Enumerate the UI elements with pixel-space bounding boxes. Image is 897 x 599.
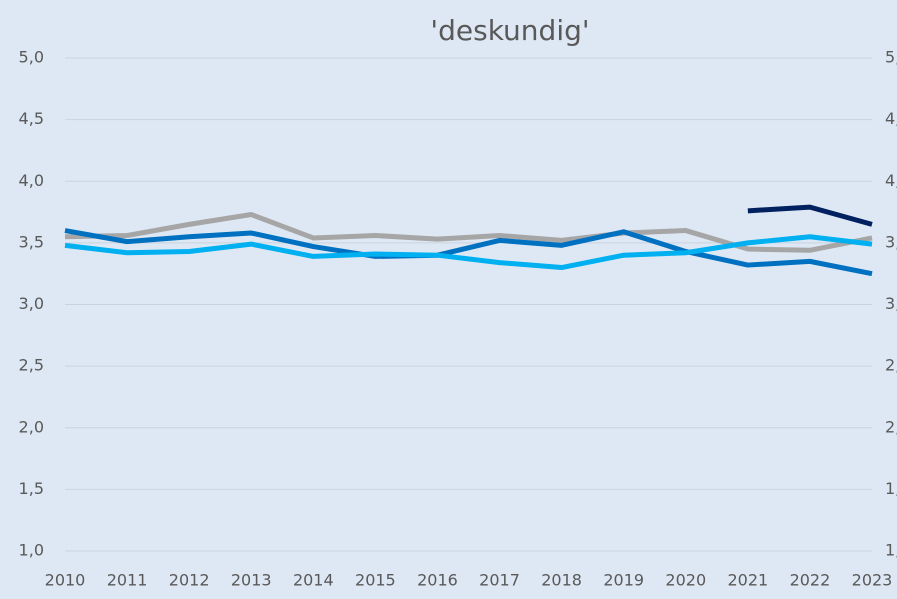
line-series xyxy=(64,234,873,271)
y-tick-label: 3,0 xyxy=(19,294,44,313)
x-tick-label: 2013 xyxy=(231,571,272,590)
y-tick-label: 4,5 xyxy=(19,109,44,128)
y2-tick-label: 5,0 xyxy=(885,48,897,67)
x-tick-label: 2011 xyxy=(107,571,148,590)
y2-tick-label: 3,5 xyxy=(885,232,897,251)
x-tick-label: 2015 xyxy=(355,571,396,590)
y2-tick-label: 2,5 xyxy=(885,356,897,375)
x-tick-label: 2012 xyxy=(169,571,210,590)
y-tick-label: 1,5 xyxy=(19,479,44,498)
x-tick-label: 2016 xyxy=(417,571,458,590)
y2-tick-label: 2,0 xyxy=(885,417,897,436)
y-tick-label: 5,0 xyxy=(19,48,44,67)
y-tick-label: 1,0 xyxy=(19,541,44,560)
line-series xyxy=(64,228,873,277)
x-tick-label: 2018 xyxy=(541,571,582,590)
line-series xyxy=(747,204,873,227)
y2-tick-label: 4,0 xyxy=(885,171,897,190)
x-tick-label: 2017 xyxy=(479,571,520,590)
y2-tick-label: 4,5 xyxy=(885,109,897,128)
x-tick-label: 2014 xyxy=(293,571,334,590)
x-tick-label: 2022 xyxy=(790,571,831,590)
x-tick-label: 2010 xyxy=(45,571,86,590)
y-tick-label: 2,0 xyxy=(19,417,44,436)
y2-tick-label: 1,5 xyxy=(885,479,897,498)
x-tick-label: 2019 xyxy=(603,571,644,590)
y2-tick-label: 1,0 xyxy=(885,541,897,560)
y-tick-label: 3,5 xyxy=(19,232,44,251)
x-tick-label: 2021 xyxy=(727,571,768,590)
y-tick-label: 4,0 xyxy=(19,171,44,190)
x-tick-label: 2020 xyxy=(665,571,706,590)
y2-tick-label: 3,0 xyxy=(885,294,897,313)
y-tick-label: 2,5 xyxy=(19,356,44,375)
x-tick-label: 2023 xyxy=(852,571,893,590)
chart-title: 'deskundig' xyxy=(430,14,589,47)
